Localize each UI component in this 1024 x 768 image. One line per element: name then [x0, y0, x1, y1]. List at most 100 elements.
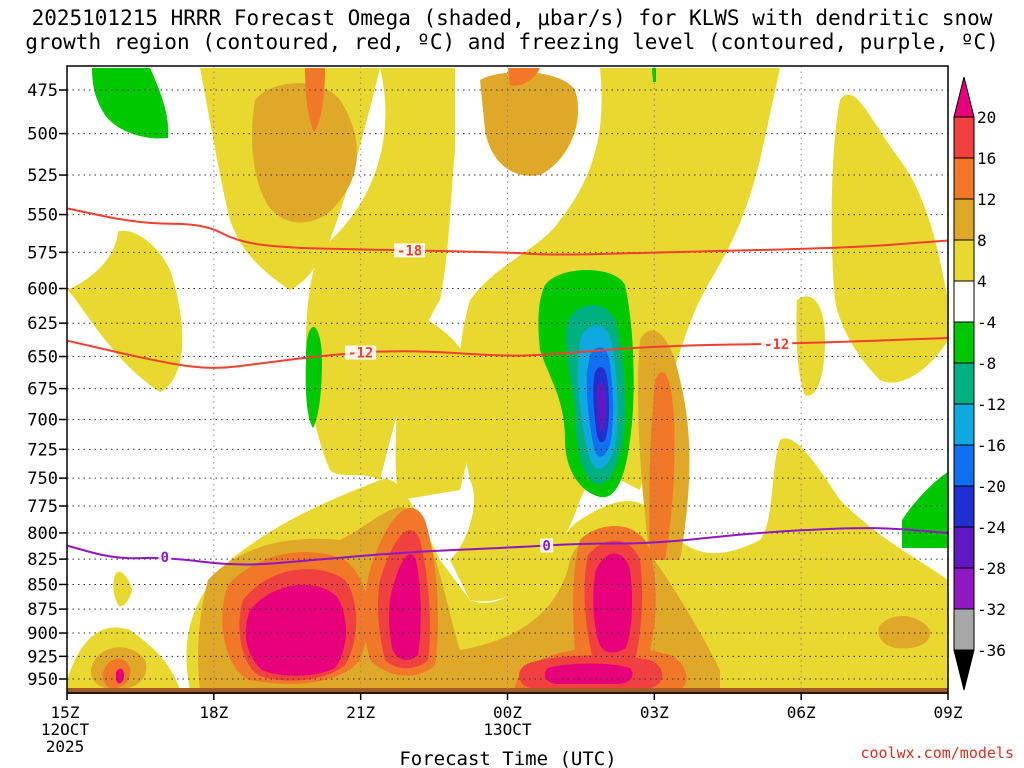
- x-tick-label: 18Z: [199, 703, 228, 722]
- omega-region-positive-12: [305, 68, 325, 132]
- y-tick-label: 700: [27, 411, 58, 431]
- colorbar-swatch: [953, 321, 975, 364]
- contour-label-bg: [540, 538, 554, 553]
- omega-region-positive-8: [878, 615, 931, 649]
- y-tick-label: 500: [27, 125, 58, 145]
- omega-region-negative-4: [652, 68, 656, 82]
- y-tick-label: 900: [27, 624, 58, 644]
- omega-region-positive-4: [796, 296, 825, 396]
- x-tick-label: 2025: [46, 737, 85, 756]
- credit-text: coolwx.com/models: [860, 744, 1014, 762]
- chart-title-line-2: growth region (contoured, red, ºC) and f…: [25, 30, 999, 54]
- omega-region-negative-4: [902, 472, 948, 548]
- colorbar-swatch: [953, 567, 975, 610]
- omega-region-positive-20: [245, 584, 346, 676]
- x-tick-label: 09Z: [934, 703, 963, 722]
- x-tick-label: 06Z: [787, 703, 816, 722]
- colorbar-swatch: [953, 403, 975, 446]
- colorbar-label: -36: [977, 641, 1006, 660]
- colorbar-label: 20: [977, 108, 996, 127]
- x-tick-label: 00Z: [493, 703, 522, 722]
- omega-region-positive-20: [544, 663, 633, 684]
- y-tick-label: 625: [27, 314, 58, 334]
- y-tick-label: 675: [27, 380, 58, 400]
- chart-title-line-1: 2025101215 HRRR Forecast Omega (shaded, …: [31, 6, 993, 30]
- contour-label-bg: [761, 336, 793, 351]
- colorbar-swatch: [953, 198, 975, 241]
- omega-shading: [67, 68, 948, 690]
- colorbar-swatch: [953, 485, 975, 528]
- y-tick-label: 750: [27, 469, 58, 489]
- y-tick-label: 925: [27, 647, 58, 667]
- omega-region-positive-20: [593, 553, 633, 653]
- contour-label: -12: [764, 337, 789, 353]
- y-axis: 475 500 525 550 575 600 625 650 675 700 725 750 775 8…: [27, 81, 67, 690]
- colorbar-label: -20: [977, 477, 1006, 496]
- contour-line: [66, 337, 949, 369]
- contour-lines: -18 -12 -12 0 0: [66, 207, 949, 566]
- x-tick-label: 03Z: [640, 703, 669, 722]
- colorbar-label: -12: [977, 395, 1006, 414]
- colorbar-swatch: [953, 239, 975, 282]
- omega-region-negative-4: [92, 68, 169, 139]
- x-tick-label: 21Z: [346, 703, 375, 722]
- omega-region-positive-4: [200, 68, 780, 602]
- omega-region-positive-8: [480, 71, 579, 176]
- colorbar-swatch: [953, 526, 975, 569]
- colorbar-label: -4: [977, 313, 996, 332]
- colorbar-label: -16: [977, 436, 1006, 455]
- colorbar-label: 8: [977, 231, 987, 250]
- y-tick-label: 575: [27, 243, 58, 263]
- colorbar: 20 16 12 8 4 -4 -8 -12 -16 -20 -24 -28 -32 -36: [953, 76, 1006, 691]
- colorbar-label: 4: [977, 272, 987, 291]
- colorbar-label: 16: [977, 149, 996, 168]
- y-tick-label: 525: [27, 166, 58, 186]
- y-tick-label: 550: [27, 206, 58, 226]
- y-tick-label: 950: [27, 670, 58, 690]
- colorbar-label: -28: [977, 559, 1006, 578]
- colorbar-swatch: [953, 157, 975, 200]
- x-tick-label: 13OCT: [483, 720, 532, 739]
- omega-region-negative-4: [305, 326, 322, 428]
- contour-label: 0: [542, 538, 550, 554]
- omega-region-negative-24: [597, 382, 607, 432]
- colorbar-swatch: [953, 362, 975, 405]
- y-tick-label: 800: [27, 524, 58, 544]
- colorbar-label: 12: [977, 190, 996, 209]
- contour-label-bg: [394, 243, 426, 258]
- y-tick-label: 600: [27, 280, 58, 300]
- colorbar-label: -8: [977, 354, 996, 373]
- contour-label: 0: [161, 550, 169, 566]
- contour-label: -12: [348, 346, 373, 362]
- x-tick-label: 12OCT: [41, 720, 90, 739]
- contour-label-bg: [158, 550, 172, 565]
- y-tick-label: 875: [27, 600, 58, 620]
- omega-region-positive-4: [113, 571, 132, 607]
- y-tick-label: 825: [27, 550, 58, 570]
- omega-region-positive-4: [67, 230, 183, 392]
- colorbar-label: -32: [977, 600, 1006, 619]
- omega-region-positive-8: [252, 83, 357, 223]
- contour-label: -18: [397, 243, 422, 259]
- contour-label-bg: [345, 345, 377, 360]
- omega-region-positive-4: [831, 94, 948, 383]
- colorbar-swatch: [953, 116, 975, 159]
- x-axis-label: Forecast Time (UTC): [399, 748, 616, 768]
- y-tick-label: 725: [27, 440, 58, 460]
- omega-region-positive-4: [395, 300, 475, 500]
- omega-region-positive-20: [389, 554, 421, 660]
- colorbar-bottom-triangle: [953, 649, 975, 691]
- colorbar-swatch: [953, 280, 975, 323]
- colorbar-top-triangle: [953, 76, 975, 118]
- colorbar-swatch: [953, 608, 975, 651]
- contour-line: [66, 207, 949, 256]
- omega-region-positive-20: [116, 668, 124, 684]
- colorbar-label: -24: [977, 518, 1006, 537]
- contour-line: [66, 527, 949, 566]
- y-tick-label: 850: [27, 575, 58, 595]
- ground-strip: [67, 688, 948, 694]
- omega-region-positive-12: [508, 68, 540, 86]
- y-tick-label: 475: [27, 81, 58, 101]
